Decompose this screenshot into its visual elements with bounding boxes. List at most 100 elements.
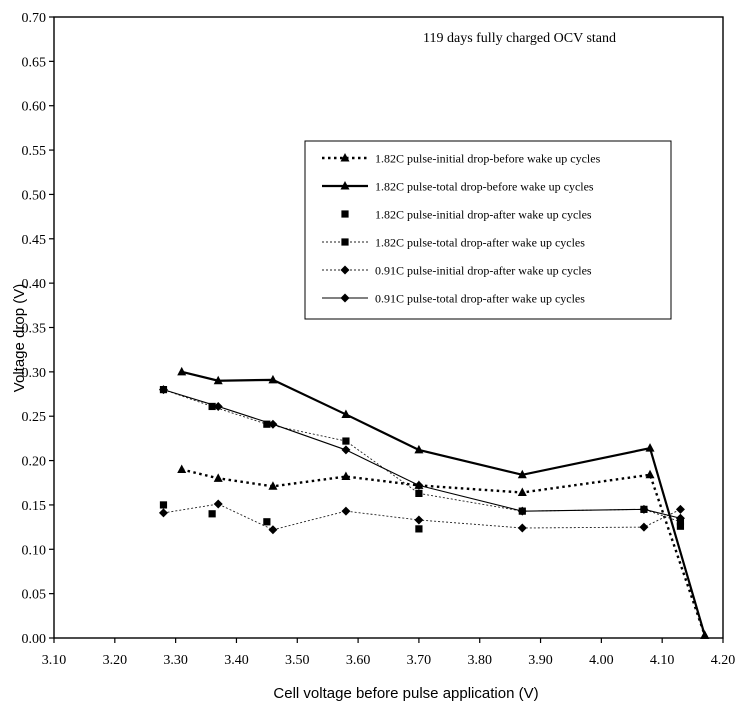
series-line	[163, 503, 681, 531]
legend-label: 1.82C pulse-initial drop-before wake up …	[375, 152, 601, 166]
series-line	[181, 370, 706, 636]
series-layer	[158, 366, 710, 639]
y-tick-label: 0.30	[22, 366, 47, 381]
data-point	[517, 523, 527, 533]
data-point	[263, 518, 271, 526]
annotation-text: 119 days fully charged OCV stand	[423, 31, 616, 46]
data-point	[415, 525, 423, 533]
legend-entry: 1.82C pulse-total drop-before wake up cy…	[322, 180, 594, 194]
data-point	[177, 366, 187, 376]
y-tick-label: 0.65	[22, 55, 47, 70]
data-point	[213, 375, 223, 385]
legend-label: 0.91C pulse-total drop-after wake up cyc…	[375, 292, 585, 306]
data-point	[414, 515, 424, 525]
data-point	[639, 504, 649, 514]
series-5	[158, 499, 685, 535]
data-point	[177, 464, 187, 473]
legend-label: 1.82C pulse-total drop-before wake up cy…	[375, 180, 594, 194]
x-tick-label: 3.90	[528, 653, 553, 668]
data-point	[414, 444, 424, 454]
data-point	[675, 504, 685, 514]
series-line	[163, 389, 681, 523]
series-4	[159, 386, 685, 526]
series-line	[163, 389, 681, 519]
legend-entry: 1.82C pulse-total drop-after wake up cyc…	[322, 236, 585, 250]
x-axis-ticks: 3.10 3.20 3.30 3.40 3.50 3.60 3.70 3.80 3.90 4.00…	[42, 638, 736, 668]
data-point	[263, 420, 271, 428]
plot-frame	[53, 16, 724, 639]
data-point	[517, 506, 527, 516]
data-point	[341, 506, 351, 516]
data-point	[700, 630, 710, 639]
data-point	[208, 402, 216, 411]
data-point	[213, 401, 223, 411]
data-point	[676, 522, 685, 530]
series-line	[181, 468, 706, 636]
y-tick-label: 0.15	[22, 499, 47, 514]
legend-box	[304, 140, 672, 320]
data-point	[517, 487, 527, 497]
x-tick-label: 3.60	[346, 653, 371, 668]
y-tick-label: 0.70	[22, 11, 47, 26]
series-6	[158, 385, 685, 523]
y-tick-label: 0.50	[22, 188, 47, 203]
legend-marker	[341, 210, 349, 218]
legend-entry: 1.82C pulse-initial drop-before wake up …	[322, 152, 601, 166]
legend: 1.82C pulse-initial drop-before wake up …	[304, 140, 672, 320]
y-tick-label: 0.55	[22, 144, 47, 159]
y-tick-label: 0.05	[22, 588, 47, 603]
series-3	[159, 501, 685, 533]
legend-entry: 1.82C pulse-initial drop-after wake up c…	[341, 208, 592, 222]
legend-marker	[340, 153, 350, 162]
data-point	[268, 525, 278, 535]
x-tick-label: 3.50	[285, 653, 310, 668]
plot-area	[53, 16, 724, 639]
data-point	[639, 522, 649, 532]
data-point	[645, 443, 655, 452]
x-tick-label: 3.70	[407, 653, 432, 668]
legend-entry: 0.91C pulse-total drop-after wake up cyc…	[322, 292, 585, 306]
x-tick-label: 3.40	[224, 653, 249, 668]
y-tick-label: 0.35	[22, 322, 47, 337]
data-point	[268, 374, 278, 384]
data-point	[341, 445, 351, 455]
y-tick-label: 0.25	[22, 410, 47, 425]
series-1	[177, 464, 710, 639]
data-point	[268, 481, 278, 490]
legend-marker	[340, 265, 350, 275]
data-point	[208, 510, 216, 518]
data-point	[268, 419, 278, 429]
x-tick-label: 4.10	[650, 653, 675, 668]
x-tick-label: 4.00	[589, 653, 614, 668]
legend-marker	[341, 238, 349, 246]
x-tick-label: 3.10	[42, 653, 67, 668]
y-tick-label: 0.20	[22, 455, 47, 470]
data-point	[342, 437, 350, 445]
x-tick-label: 3.30	[163, 653, 188, 668]
data-point	[213, 473, 223, 482]
x-tick-label: 3.20	[103, 653, 128, 668]
series-2	[177, 366, 710, 639]
data-point	[158, 385, 168, 395]
legend-marker	[340, 293, 350, 303]
x-axis-title: Cell voltage before pulse application (V…	[273, 685, 538, 702]
y-tick-label: 0.40	[22, 277, 47, 292]
y-tick-label: 0.45	[22, 233, 47, 248]
x-tick-label: 4.20	[711, 653, 736, 668]
data-point	[415, 489, 423, 497]
legend-label: 1.82C pulse-initial drop-after wake up c…	[375, 208, 592, 222]
data-point	[414, 480, 424, 490]
legend-marker	[340, 181, 350, 190]
data-point	[341, 409, 351, 418]
legend-entry: 0.91C pulse-initial drop-after wake up c…	[322, 264, 592, 278]
data-point	[158, 508, 168, 518]
x-tick-label: 3.80	[467, 653, 492, 668]
y-axis-title: Voltage drop (V)	[11, 284, 28, 392]
y-axis-ticks: 0.00 0.05 0.10 0.15 0.20 0.25 0.30 0.35 0.40 0.45…	[22, 11, 54, 647]
data-point	[213, 499, 223, 509]
data-point	[159, 501, 168, 509]
y-tick-label: 0.10	[22, 543, 47, 558]
data-point	[645, 469, 655, 479]
data-point	[675, 513, 685, 523]
